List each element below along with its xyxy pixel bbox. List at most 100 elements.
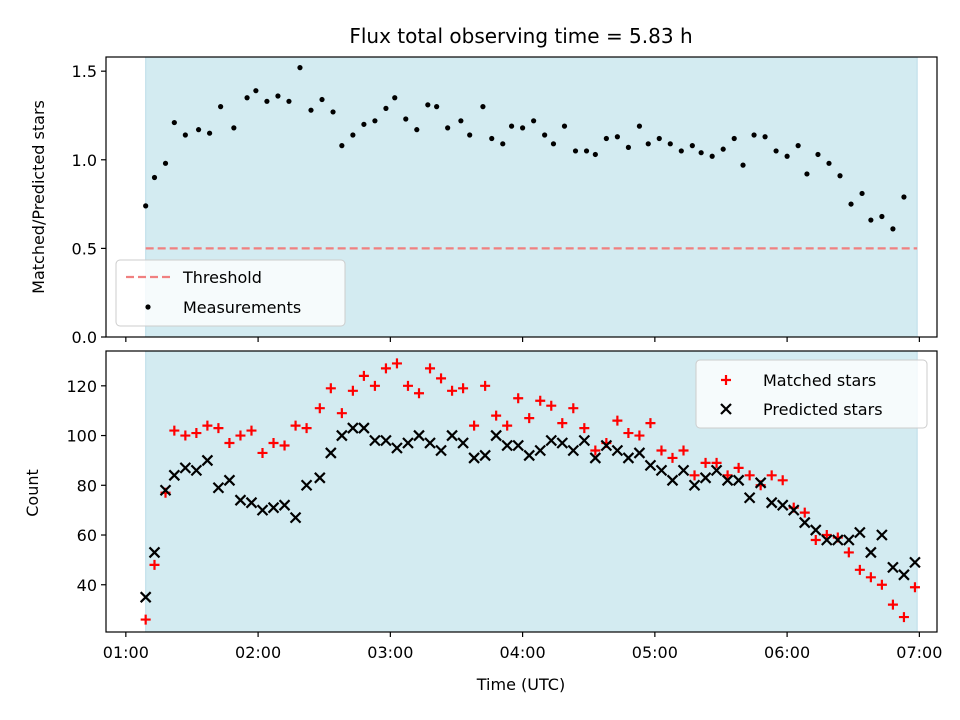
measurement-point [171, 119, 177, 126]
matched-star-point [169, 425, 180, 436]
predicted-star-point [523, 449, 535, 462]
top-y-tick-label: 0.5 [72, 239, 97, 258]
matched-star-point [854, 564, 865, 575]
measurement-point [804, 171, 810, 177]
predicted-star-point [201, 454, 214, 467]
predicted-star-point [402, 437, 414, 449]
matched-star-point [380, 363, 391, 374]
legend-matched-swatch [721, 375, 731, 385]
measurement-point [445, 125, 451, 131]
measurement-point [231, 125, 237, 131]
predicted-star-point [567, 444, 580, 457]
bottom-x-tick-label: 04:00 [500, 643, 546, 662]
matched-star-point [235, 430, 246, 441]
measurement-point [520, 125, 526, 131]
predicted-star-point [633, 447, 646, 459]
measurement-point [762, 134, 768, 140]
top-frame [105, 56, 938, 338]
measurement-point [826, 160, 832, 166]
measurement-point [458, 118, 464, 124]
measurement-point [720, 146, 726, 152]
measurement-point [297, 65, 303, 71]
matched-star-point [557, 418, 568, 429]
matched-star-point [810, 534, 821, 545]
bottom-y-tick-label: 120 [66, 377, 97, 396]
measurement-point [603, 135, 609, 142]
predicted-star-point [300, 479, 313, 492]
predicted-star-point [809, 524, 822, 536]
predicted-star-point [159, 484, 172, 497]
predicted-star-point [854, 526, 866, 539]
measurement-point [848, 201, 854, 207]
matched-star-point [447, 385, 458, 396]
matched-star-point [909, 582, 920, 593]
measurement-point [253, 88, 259, 94]
top-legend-box [115, 259, 346, 327]
matched-star-point [336, 408, 347, 419]
bottom-panel: 40 60 80 100 120 01:00 02:00 03:00 04:00 05:00 06:… [23, 350, 942, 662]
measurement-point [751, 132, 757, 138]
matched-star-point [700, 457, 711, 468]
matched-star-point [149, 559, 160, 570]
matched-star-point [865, 572, 876, 583]
measurement-point [372, 118, 378, 124]
top-y-tick-label: 0.0 [72, 328, 97, 347]
matched-star-point [191, 428, 202, 439]
measurement-point [383, 105, 389, 111]
predicted-star-point [245, 496, 258, 509]
matched-star-point [777, 475, 788, 486]
predicted-star-point [876, 529, 888, 541]
measurement-point [550, 141, 557, 147]
predicted-star-point [325, 447, 337, 459]
matched-star-point [458, 383, 469, 394]
measurement-point [319, 96, 325, 103]
matched-star-point [887, 599, 898, 610]
measurement-point [773, 148, 779, 154]
matched-star-point [799, 507, 810, 518]
predicted-star-point [821, 534, 833, 546]
predicted-star-point [721, 474, 734, 487]
matched-star-point [213, 423, 224, 434]
measurement-point [709, 153, 715, 159]
bottom-y-tick-label: 40 [77, 576, 97, 595]
predicted-star-point [369, 434, 381, 447]
predicted-star-point [787, 504, 800, 516]
predicted-star-point [556, 437, 569, 449]
legend-matched-label: Matched stars [763, 371, 876, 390]
matched-star-point [268, 438, 279, 449]
matched-star-point [491, 410, 502, 421]
top-axes: 0.0 0.5 1.0 1.5 [72, 56, 938, 347]
matched-star-point [290, 420, 301, 431]
predicted-star-point [314, 472, 326, 484]
matched-star-point [744, 470, 755, 481]
predicted-star-point [754, 477, 767, 489]
bottom-y-tick-label: 100 [66, 427, 97, 446]
measurement-point [350, 132, 356, 138]
measurement-point [583, 148, 590, 154]
measurement-point [592, 151, 598, 158]
matched-star-point [425, 363, 436, 374]
predicted-star-point [898, 569, 910, 581]
predicted-star-point [688, 479, 701, 492]
matched-star-point [314, 403, 325, 414]
measurement-point [151, 174, 158, 181]
matched-star-point [579, 423, 590, 434]
chart-title: Flux total observing time = 5.83 h [349, 24, 692, 48]
predicted-star-point [644, 459, 657, 472]
measurement-point [508, 123, 515, 129]
predicted-star-point [289, 511, 302, 524]
bottom-legend: Matched stars Predicted stars [695, 359, 928, 429]
matched-star-point [678, 445, 689, 456]
measurement-point [645, 141, 651, 147]
predicted-star-point [190, 464, 203, 477]
matched-star-point [821, 530, 832, 541]
predicted-star-point [501, 439, 513, 452]
measurement-point [837, 173, 843, 179]
measurement-point [689, 143, 695, 149]
matched-star-point [524, 413, 535, 424]
measurement-point [143, 203, 149, 209]
matched-star-point [623, 428, 634, 439]
measurement-point [698, 150, 704, 156]
predicted-star-point [765, 496, 778, 509]
predicted-star-point [391, 442, 403, 454]
